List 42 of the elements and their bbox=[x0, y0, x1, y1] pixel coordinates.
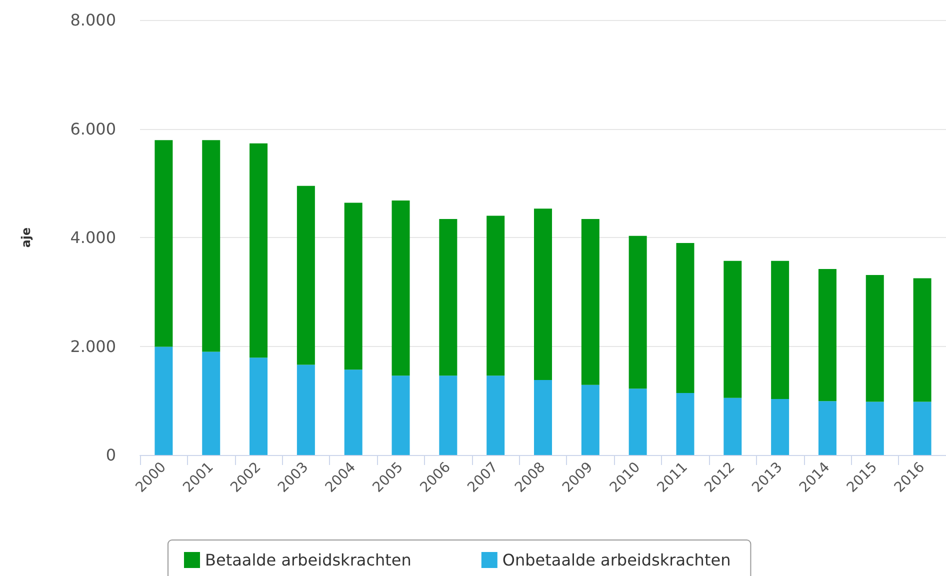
bar bbox=[486, 376, 505, 455]
bar bbox=[913, 402, 932, 455]
bar bbox=[344, 370, 362, 455]
y-tick-label: 2.000 bbox=[70, 336, 116, 356]
bar bbox=[534, 380, 552, 455]
bar bbox=[392, 200, 410, 376]
y-tick-label: 6.000 bbox=[70, 119, 116, 138]
bar bbox=[818, 269, 836, 402]
bar bbox=[913, 278, 932, 402]
y-tick-label: 4.000 bbox=[70, 228, 116, 247]
bar bbox=[628, 236, 647, 389]
bar bbox=[250, 358, 268, 455]
bar bbox=[724, 398, 742, 455]
bar bbox=[486, 216, 505, 376]
legend-label: Onbetaalde arbeidskrachten bbox=[502, 550, 731, 570]
bar bbox=[724, 260, 742, 398]
y-tick-label: 8.000 bbox=[70, 10, 116, 30]
bar bbox=[676, 242, 694, 394]
bar bbox=[866, 275, 884, 402]
bar bbox=[154, 346, 173, 455]
bar bbox=[628, 388, 647, 455]
bar bbox=[439, 376, 458, 455]
bar bbox=[296, 186, 315, 365]
bar bbox=[344, 202, 362, 370]
legend-label: Betaalde arbeidskrachten bbox=[205, 550, 412, 570]
bar bbox=[439, 219, 458, 376]
bar bbox=[154, 140, 173, 347]
bar bbox=[771, 398, 790, 455]
y-tick-label: 0 bbox=[106, 446, 116, 464]
bar bbox=[581, 384, 600, 455]
bar bbox=[818, 401, 836, 455]
bar bbox=[250, 143, 268, 358]
bar bbox=[534, 208, 552, 380]
bar bbox=[866, 402, 884, 455]
bar bbox=[676, 393, 694, 455]
bar bbox=[296, 364, 315, 455]
bar bbox=[202, 140, 220, 352]
bar bbox=[771, 260, 790, 399]
bar bbox=[392, 376, 410, 455]
bar bbox=[202, 352, 220, 455]
bar bbox=[581, 219, 600, 385]
y-axis-title: aje bbox=[19, 227, 33, 248]
